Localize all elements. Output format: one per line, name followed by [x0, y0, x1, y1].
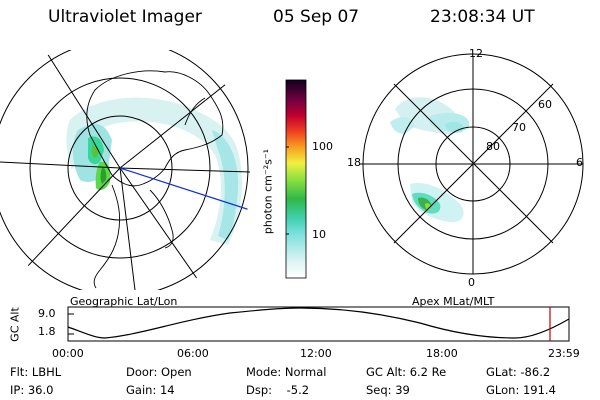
mlt-label-12: 12 [469, 47, 483, 60]
gain-info: Gain: 14 [126, 383, 175, 397]
geographic-caption: Geographic Lat/Lon [70, 295, 178, 308]
seq-info: Seq: 39 [366, 383, 410, 397]
mode-info: Mode: Normal [246, 365, 327, 379]
colorbar-tick-100: 100 [312, 140, 333, 153]
aurora-emission-apex [390, 97, 470, 223]
mlat-label-70: 70 [512, 121, 526, 134]
colorbar [285, 79, 307, 279]
altitude-plot [67, 306, 570, 342]
observation-time: 23:08:34 UT [430, 7, 535, 27]
colorbar-unit-label: photon cm⁻²s⁻¹ [261, 148, 275, 235]
colorbar-tick-10: 10 [312, 228, 326, 241]
coastlines [86, 70, 224, 289]
door-info: Door: Open [126, 365, 192, 379]
mlt-label-0: 0 [468, 276, 475, 289]
aurora-emission-geo [66, 97, 242, 245]
time-tick-1800: 18:00 [426, 347, 458, 360]
geographic-map [0, 50, 251, 290]
apex-caption: Apex MLat/MLT [412, 295, 495, 308]
altitude-curve [67, 307, 570, 339]
mlat-label-80: 80 [486, 140, 500, 153]
mlt-label-18: 18 [347, 156, 361, 169]
mlat-label-60: 60 [538, 98, 552, 111]
apex-grid [360, 53, 584, 275]
filter-info: Flt: LBHL [10, 365, 62, 379]
lat-circles-geo [0, 50, 249, 290]
dsp-info: Dsp: -5.2 [246, 383, 310, 397]
mlt-label-6: 6 [576, 156, 583, 169]
time-tick-0000: 00:00 [52, 347, 84, 360]
ip-info: IP: 36.0 [10, 383, 54, 397]
altitude-ylabel: GC Alt [8, 307, 22, 342]
observation-date: 05 Sep 07 [273, 7, 360, 27]
satellite-line [119, 167, 251, 211]
time-tick-2359: 23:59 [548, 347, 580, 360]
gc-alt-info: GC Alt: 6.2 Re [366, 365, 447, 379]
time-tick-0600: 06:00 [177, 347, 209, 360]
instrument-title: Ultraviolet Imager [48, 7, 202, 27]
altitude-ytick-high: 9.0 [38, 307, 56, 320]
apex-map [360, 53, 584, 275]
time-tick-1200: 12:00 [300, 347, 332, 360]
glon-info: GLon: 191.4 [486, 383, 556, 397]
altitude-ytick-low: 1.8 [38, 325, 56, 338]
glat-info: GLat: -86.2 [486, 365, 551, 379]
